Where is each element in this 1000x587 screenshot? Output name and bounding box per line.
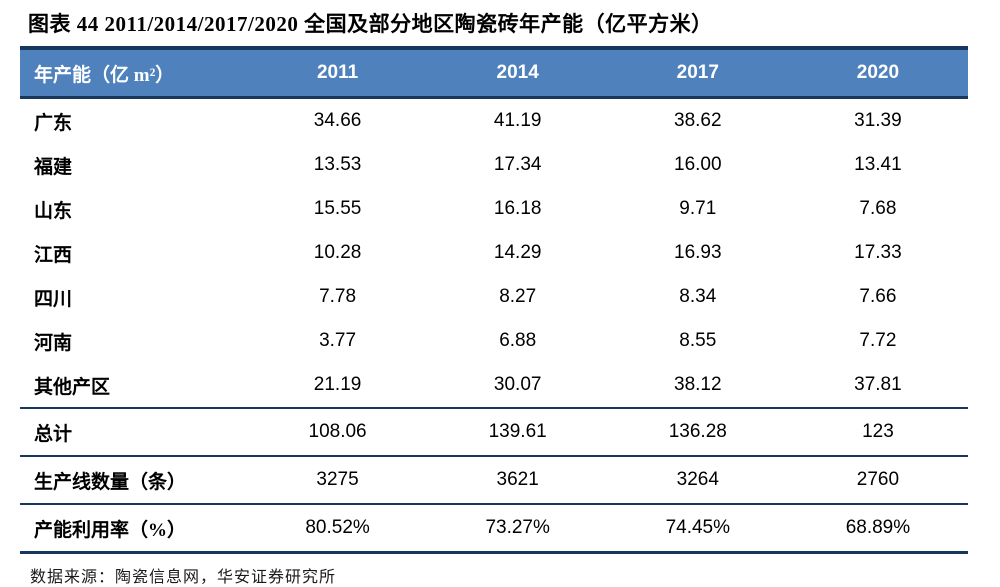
- table-header-label: 年产能（亿 m²）: [20, 46, 248, 99]
- cell-value: 13.41: [854, 154, 902, 175]
- row-label: 产能利用率（%）: [34, 519, 187, 541]
- table-header-year-2017: 2017: [607, 46, 788, 99]
- cell-value: 7.72: [859, 330, 897, 351]
- cell-value: 8.34: [679, 286, 717, 307]
- cell-value: 15.55: [313, 198, 362, 219]
- table-header-year-2011: 2011: [247, 46, 428, 99]
- figure-title: 图表 44 2011/2014/2017/2020 全国及部分地区陶瓷砖年产能（…: [28, 12, 713, 36]
- cell-value: 17.34: [493, 154, 542, 175]
- cell-value: 7.66: [859, 286, 897, 307]
- cell-value: 3621: [496, 469, 539, 490]
- table-header: 年产能（亿 m²） 2011 2014 2017 2020: [20, 46, 968, 99]
- row-label: 福建: [34, 156, 73, 178]
- table-row: 福建 13.53 17.34 16.00 13.41: [20, 143, 968, 187]
- table-header-year-2014: 2014: [427, 46, 608, 99]
- cell-value: 8.27: [499, 286, 537, 307]
- table-header-year-2020: 2020: [787, 46, 968, 99]
- cell-value: 34.66: [313, 110, 362, 131]
- table-header-row: 年产能（亿 m²） 2011 2014 2017 2020: [20, 46, 968, 99]
- row-label: 山东: [34, 200, 73, 222]
- table-row: 总计 108.06 139.61 136.28 123: [20, 408, 968, 456]
- cell-value: 136.28: [668, 421, 727, 442]
- cell-value: 3264: [676, 469, 719, 490]
- cell-value: 6.88: [499, 330, 537, 351]
- cell-value: 10.28: [313, 242, 362, 263]
- table-summary: 总计 108.06 139.61 136.28 123 生产线数量（条） 3275 3621 3…: [20, 408, 968, 553]
- row-label: 河南: [34, 332, 73, 354]
- cell-value: 7.68: [859, 198, 897, 219]
- cell-value: 21.19: [313, 374, 362, 395]
- table-row: 山东 15.55 16.18 9.71 7.68: [20, 187, 968, 231]
- table-row: 江西 10.28 14.29 16.93 17.33: [20, 231, 968, 275]
- cell-value: 80.52%: [305, 517, 370, 538]
- row-label: 总计: [34, 423, 73, 445]
- cell-value: 30.07: [493, 374, 542, 395]
- row-label: 生产线数量（条）: [34, 471, 187, 493]
- cell-value: 16.18: [493, 198, 542, 219]
- table-row: 生产线数量（条） 3275 3621 3264 2760: [20, 456, 968, 504]
- row-label: 四川: [34, 288, 73, 310]
- cell-value: 7.78: [319, 286, 357, 307]
- cell-value: 73.27%: [485, 517, 550, 538]
- capacity-table: 年产能（亿 m²） 2011 2014 2017 2020 广东 34.66 41.…: [20, 46, 968, 554]
- cell-value: 8.55: [679, 330, 717, 351]
- row-label: 江西: [34, 244, 73, 266]
- cell-value: 38.62: [674, 110, 722, 131]
- cell-value: 3.77: [319, 330, 357, 351]
- table-row: 其他产区 21.19 30.07 38.12 37.81: [20, 363, 968, 408]
- cell-value: 123: [862, 421, 894, 442]
- cell-value: 16.00: [674, 154, 722, 175]
- cell-value: 14.29: [493, 242, 542, 263]
- cell-value: 38.12: [674, 374, 722, 395]
- table-row: 四川 7.78 8.27 8.34 7.66: [20, 275, 968, 319]
- table-body: 广东 34.66 41.19 38.62 31.39 福建 13.53 17.34 16.00 1…: [20, 98, 968, 409]
- cell-value: 13.53: [313, 154, 362, 175]
- cell-value: 9.71: [679, 198, 717, 219]
- table-row: 广东 34.66 41.19 38.62 31.39: [20, 98, 968, 144]
- cell-value: 41.19: [493, 110, 542, 131]
- cell-value: 3275: [316, 469, 359, 490]
- cell-value: 16.93: [674, 242, 722, 263]
- cell-value: 108.06: [308, 421, 367, 442]
- cell-value: 139.61: [488, 421, 547, 442]
- cell-value: 31.39: [854, 110, 902, 131]
- table-row: 河南 3.77 6.88 8.55 7.72: [20, 319, 968, 363]
- cell-value: 68.89%: [845, 517, 911, 538]
- row-label: 其他产区: [34, 376, 111, 398]
- row-label: 广东: [34, 112, 73, 134]
- data-source-note: 数据来源：陶瓷信息网，华安证券研究所: [30, 569, 337, 586]
- cell-value: 37.81: [854, 374, 902, 395]
- cell-value: 74.45%: [665, 517, 731, 538]
- table-row: 产能利用率（%） 80.52% 73.27% 74.45% 68.89%: [20, 504, 968, 553]
- cell-value: 2760: [856, 469, 900, 490]
- cell-value: 17.33: [854, 242, 902, 263]
